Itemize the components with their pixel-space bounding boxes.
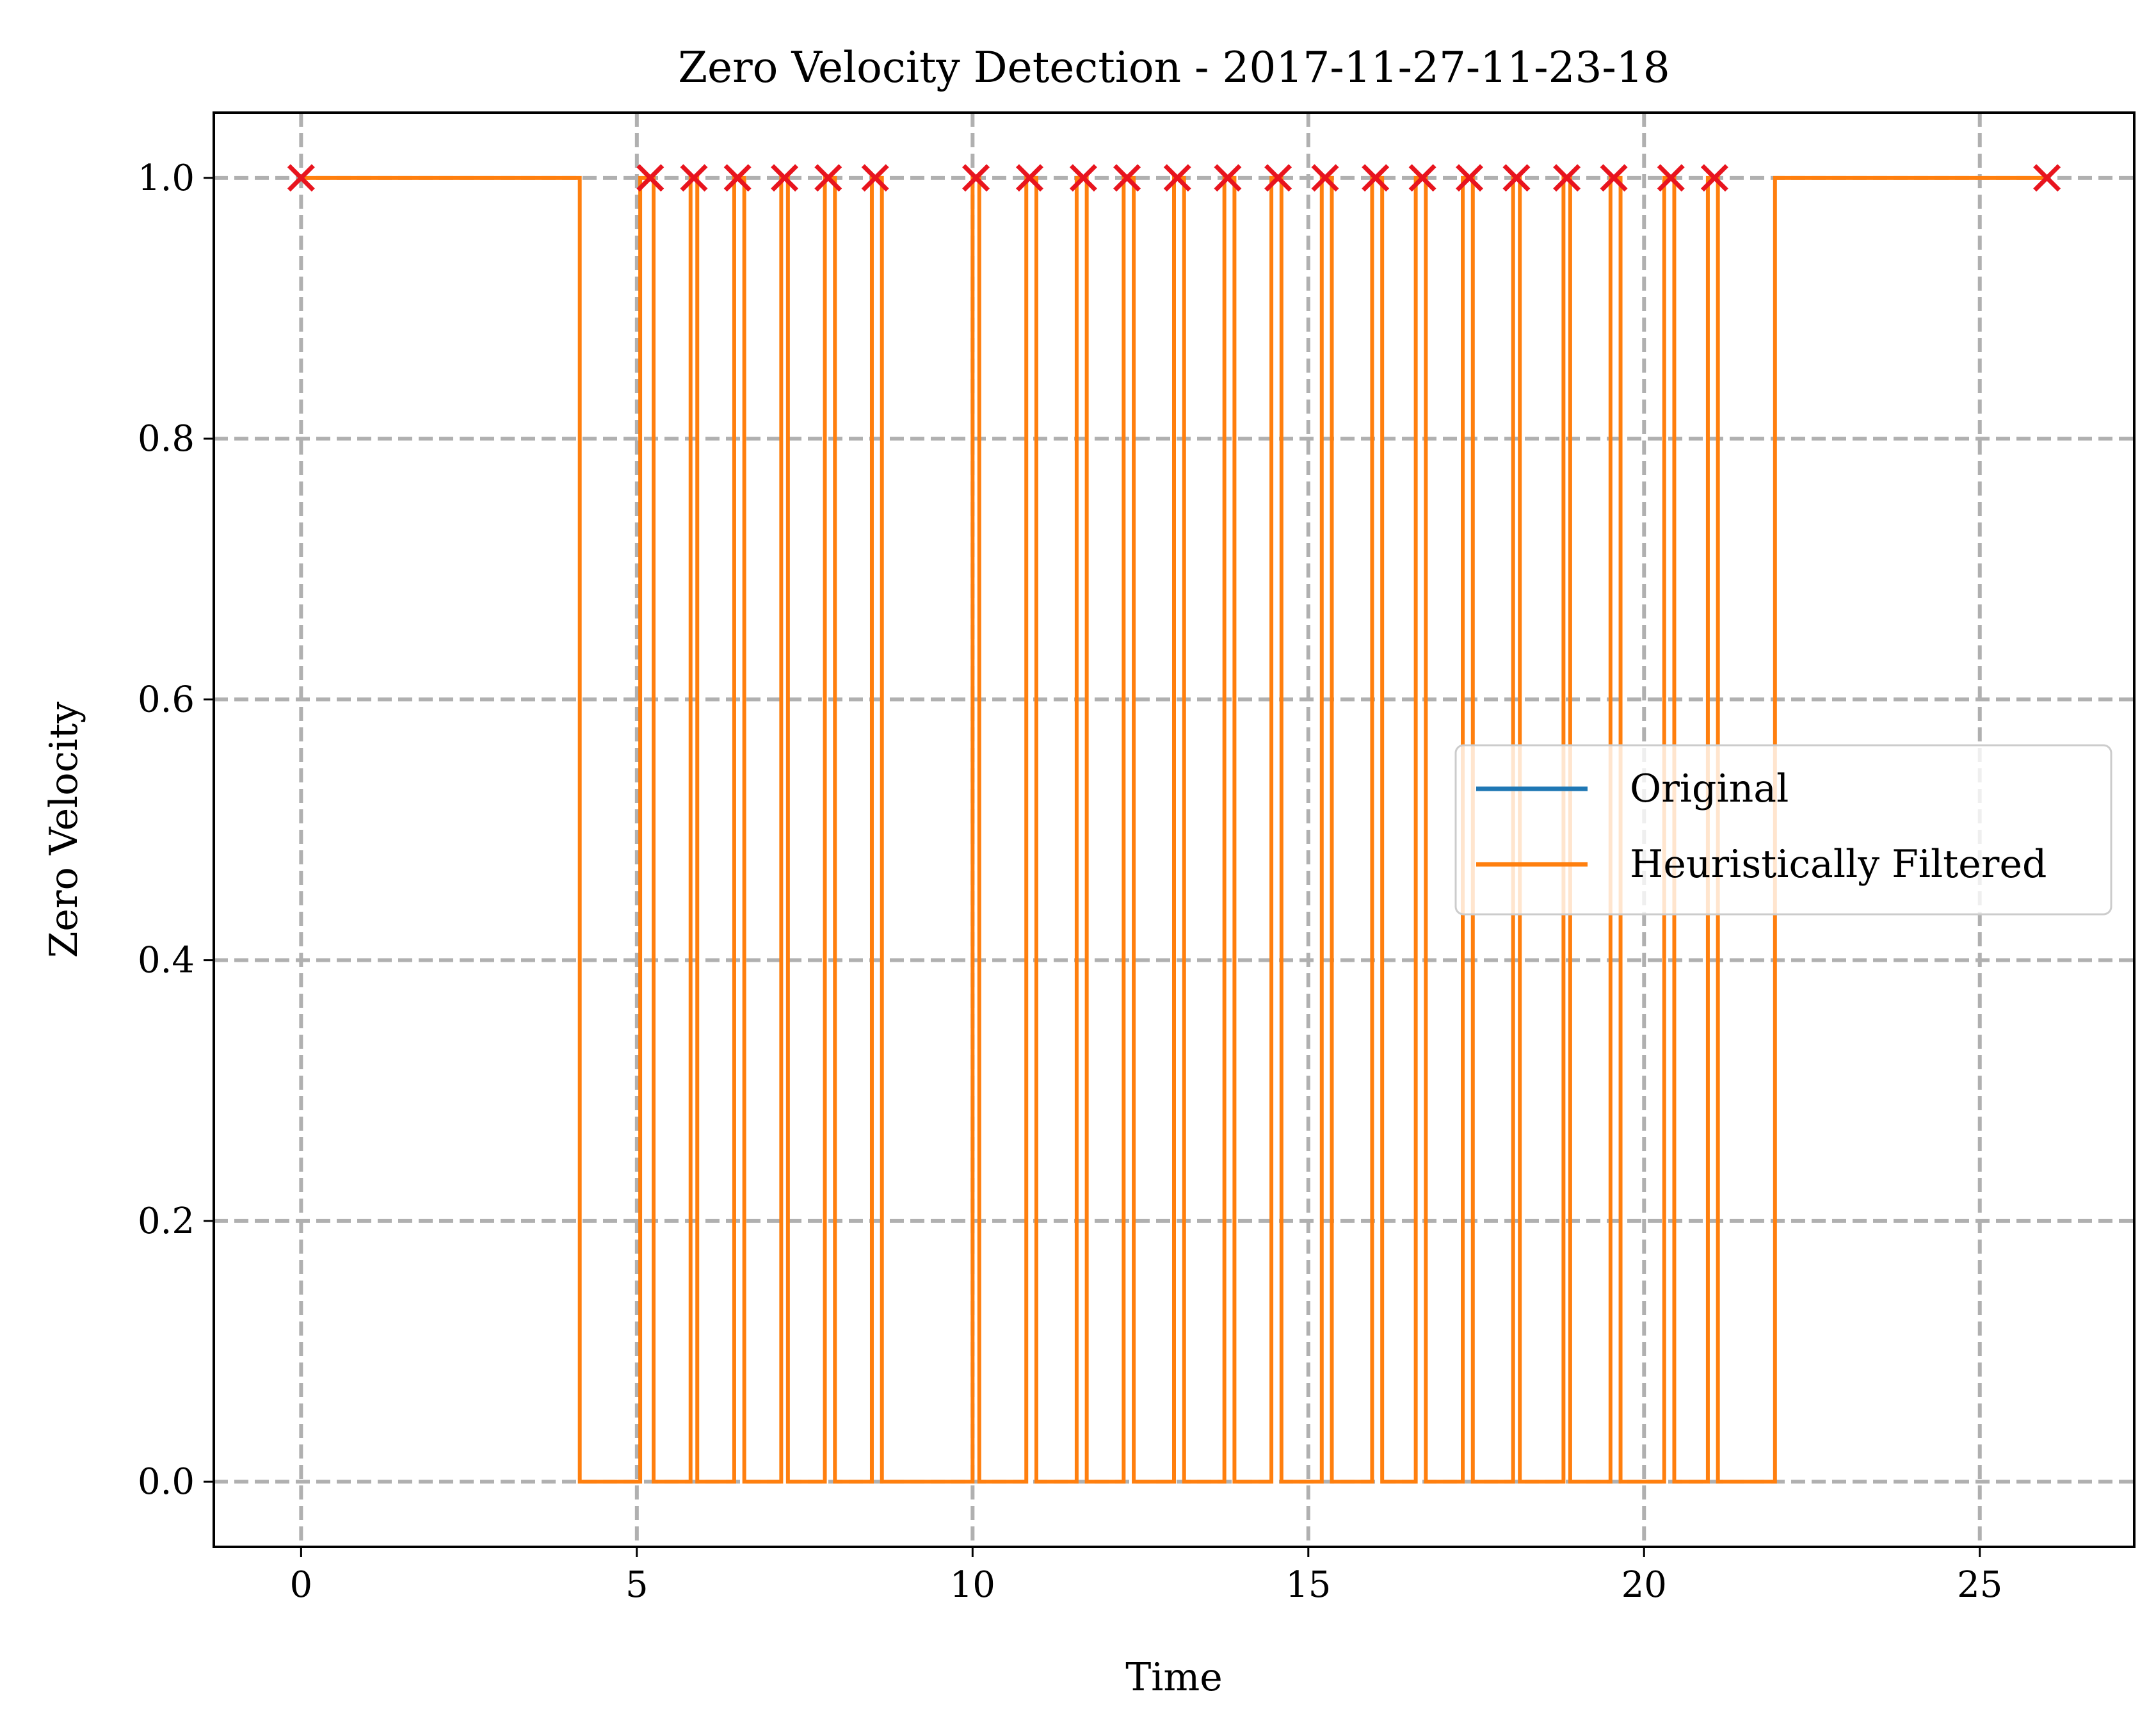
- x-marker: [962, 164, 990, 192]
- legend: Original Heuristically Filtered: [1454, 744, 2112, 916]
- x-marker-stroke: [1700, 164, 1728, 192]
- x-marker-stroke: [287, 164, 315, 192]
- x-tick-label: 10: [950, 1564, 995, 1606]
- x-marker: [2033, 164, 2061, 192]
- x-marker: [1657, 164, 1685, 192]
- x-marker: [1362, 164, 1390, 192]
- y-tick-label: 0.4: [138, 940, 195, 982]
- x-tick-label: 20: [1621, 1564, 1667, 1606]
- x-marker-stroke: [680, 164, 708, 192]
- x-marker: [1700, 164, 1728, 192]
- x-tick-label: 25: [1957, 1564, 2002, 1606]
- x-marker-stroke: [636, 164, 664, 192]
- zero-velocity-markers: [287, 164, 2061, 192]
- x-marker: [814, 164, 842, 192]
- x-marker-stroke: [771, 164, 799, 192]
- x-marker-stroke: [1113, 164, 1141, 192]
- x-marker: [861, 164, 889, 192]
- x-marker: [1069, 164, 1097, 192]
- x-marker-stroke: [723, 164, 752, 192]
- x-marker: [1553, 164, 1581, 192]
- legend-box: [1454, 744, 2112, 916]
- x-marker-stroke: [1016, 164, 1043, 192]
- axis-ticks: 0 5 10 15 20 25 0.0 0.2 0.4 0.6 0.8 1.0: [138, 158, 2002, 1606]
- x-marker: [1214, 164, 1242, 192]
- legend-label-filtered: Heuristically Filtered: [1630, 842, 2047, 887]
- x-marker: [1408, 164, 1436, 192]
- legend-label-original: Original: [1630, 766, 1789, 811]
- x-marker-stroke: [1553, 164, 1581, 192]
- x-marker-stroke: [1502, 164, 1531, 192]
- x-marker: [1456, 164, 1484, 192]
- x-marker-stroke: [2033, 164, 2061, 192]
- x-marker-stroke: [861, 164, 889, 192]
- x-marker-stroke: [1311, 164, 1339, 192]
- x-marker: [1016, 164, 1043, 192]
- x-marker: [1311, 164, 1339, 192]
- x-marker-stroke: [1408, 164, 1436, 192]
- x-marker-stroke: [1657, 164, 1685, 192]
- x-marker: [1163, 164, 1191, 192]
- chart-title: Zero Velocity Detection - 2017-11-27-11-…: [678, 43, 1670, 92]
- x-marker-stroke: [1362, 164, 1390, 192]
- x-marker: [287, 164, 315, 192]
- x-axis-label: Time: [1125, 1655, 1223, 1700]
- x-tick-label: 0: [290, 1564, 313, 1606]
- x-marker: [723, 164, 752, 192]
- x-tick-label: 5: [625, 1564, 648, 1606]
- y-tick-label: 0.6: [138, 679, 195, 720]
- x-marker: [636, 164, 664, 192]
- x-marker-stroke: [1214, 164, 1242, 192]
- x-marker-stroke: [1456, 164, 1484, 192]
- x-marker-stroke: [1264, 164, 1292, 192]
- y-tick-label: 0.2: [138, 1200, 195, 1242]
- x-marker-stroke: [1069, 164, 1097, 192]
- y-tick-label: 0.0: [138, 1461, 195, 1503]
- x-marker: [1502, 164, 1531, 192]
- y-tick-label: 0.8: [138, 418, 195, 460]
- x-marker: [680, 164, 708, 192]
- x-marker-stroke: [814, 164, 842, 192]
- x-marker: [1600, 164, 1628, 192]
- y-tick-label: 1.0: [138, 158, 195, 199]
- plot-frame: [213, 111, 2136, 1548]
- x-marker-stroke: [962, 164, 990, 192]
- y-axis-label: Zero Velocity: [42, 702, 86, 958]
- x-marker: [1264, 164, 1292, 192]
- x-tick-label: 15: [1285, 1564, 1331, 1606]
- x-marker-stroke: [1600, 164, 1628, 192]
- x-marker: [1113, 164, 1141, 192]
- x-marker-stroke: [1163, 164, 1191, 192]
- x-marker: [771, 164, 799, 192]
